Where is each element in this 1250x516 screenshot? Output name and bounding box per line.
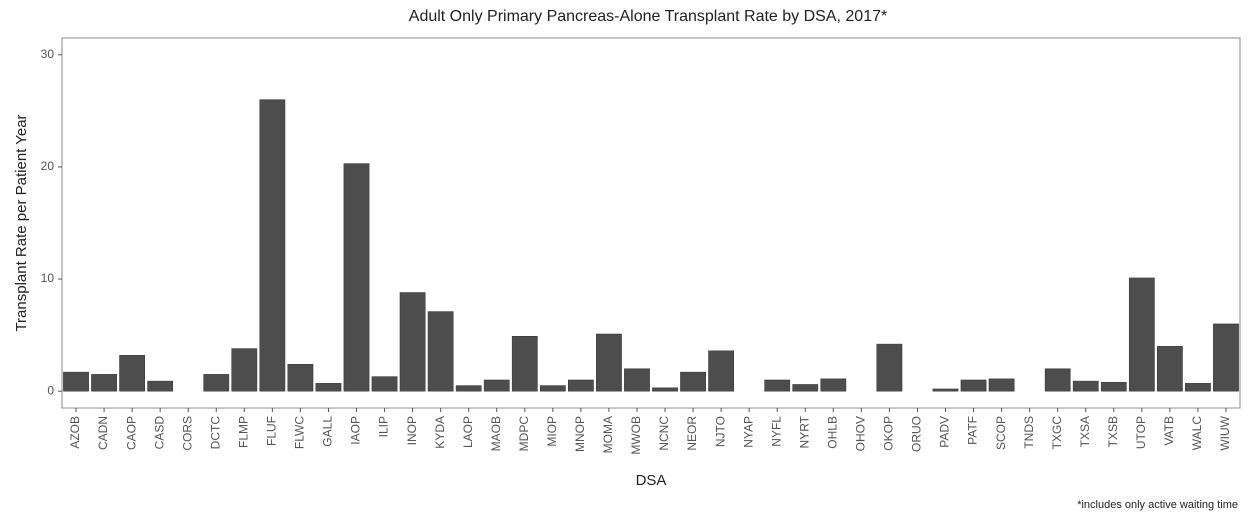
bar <box>1185 383 1211 392</box>
bar <box>568 379 594 392</box>
x-tick-label: NYAP <box>741 416 755 448</box>
bar <box>624 368 650 392</box>
bar <box>1072 380 1099 392</box>
bar <box>539 385 566 392</box>
x-tick-label: CORS <box>180 416 194 451</box>
y-tick-label: 30 <box>41 47 55 61</box>
bar <box>259 99 286 392</box>
x-tick-label: TXSB <box>1106 416 1120 447</box>
bar <box>1128 277 1155 392</box>
x-tick-label: TXSA <box>1078 416 1092 447</box>
panel-border <box>61 37 1241 409</box>
x-tick-label: AZOB <box>68 416 82 449</box>
y-tick-label: 10 <box>41 271 55 285</box>
x-tick-label: INOP <box>405 416 419 445</box>
x-tick-label: OKOP <box>882 416 896 451</box>
x-tick-label: DCTC <box>208 416 222 450</box>
x-tick-label: UTOP <box>1134 416 1148 449</box>
x-tick-label: WIUW <box>1218 415 1232 450</box>
x-tick-label: MIOP <box>545 416 559 447</box>
y-tick-label: 0 <box>47 383 54 397</box>
bar <box>680 371 706 392</box>
x-tick-label: WALC <box>1190 416 1204 451</box>
x-axis-label: DSA <box>636 472 667 489</box>
x-tick-label: MDPC <box>517 416 531 452</box>
bar <box>652 387 678 392</box>
x-tick-label: ORUO <box>910 416 924 452</box>
x-tick-label: CAOP <box>124 416 138 450</box>
bar <box>792 384 819 392</box>
x-tick-label: SCOP <box>994 416 1008 450</box>
bar <box>91 374 117 392</box>
y-axis-label: Transplant Rate per Patient Year <box>13 114 30 331</box>
x-tick-label: MNOP <box>573 416 587 452</box>
x-tick-label: MAOB <box>489 416 503 451</box>
bar <box>371 376 398 392</box>
x-tick-label: PADV <box>938 416 952 448</box>
bar <box>427 311 454 392</box>
bar <box>960 379 987 392</box>
x-tick-label: MOMA <box>601 416 615 453</box>
x-tick-label: PATF <box>966 416 980 445</box>
x-tick-label: NCNC <box>657 416 671 451</box>
x-tick-label: KYDA <box>433 416 447 449</box>
bar <box>932 388 959 392</box>
x-tick-label: NJTO <box>713 416 727 447</box>
x-tick-label: NYRT <box>797 415 811 448</box>
x-tick-label: GALL <box>321 416 335 447</box>
bar <box>203 374 230 392</box>
x-tick-label: OHLB <box>825 416 839 449</box>
bar <box>399 292 426 392</box>
x-tick-label: TXGC <box>1050 416 1064 450</box>
bar <box>287 364 314 392</box>
bar <box>820 378 847 392</box>
x-tick-label: CASD <box>152 416 166 450</box>
x-tick-label: FLMP <box>236 416 250 448</box>
x-tick-label: FLUF <box>265 416 279 446</box>
bar <box>764 379 791 392</box>
bar <box>343 163 370 392</box>
bar <box>1100 381 1127 392</box>
x-tick-label: LAOP <box>461 416 475 448</box>
bar <box>63 371 89 392</box>
bar <box>1044 368 1071 392</box>
bar <box>708 350 734 392</box>
x-tick-label: OHOV <box>854 416 868 451</box>
y-tick-label: 20 <box>41 159 55 173</box>
x-tick-label: MWOB <box>629 416 643 455</box>
bar <box>511 335 538 392</box>
x-tick-label: CADN <box>96 416 110 450</box>
x-tick-label: FLWC <box>293 416 307 449</box>
x-tick-label: NEOR <box>685 416 699 451</box>
bar <box>988 378 1015 392</box>
bar <box>147 380 174 392</box>
bar <box>315 383 342 392</box>
bar <box>231 348 258 392</box>
chart-title: Adult Only Primary Pancreas-Alone Transp… <box>409 8 887 25</box>
x-tick-label: IAOP <box>349 416 363 445</box>
x-tick-label: TNDS <box>1022 416 1036 449</box>
bar <box>483 379 510 392</box>
bar <box>119 355 145 392</box>
x-tick-label: ILIP <box>377 416 391 437</box>
bar <box>455 385 482 392</box>
x-tick-label: VATB <box>1162 416 1176 446</box>
bar <box>1213 323 1239 392</box>
bar <box>876 343 903 392</box>
bar <box>1157 346 1183 392</box>
bar <box>596 333 622 392</box>
footnote: *includes only active waiting time <box>1077 499 1238 511</box>
x-tick-label: NYFL <box>769 416 783 447</box>
